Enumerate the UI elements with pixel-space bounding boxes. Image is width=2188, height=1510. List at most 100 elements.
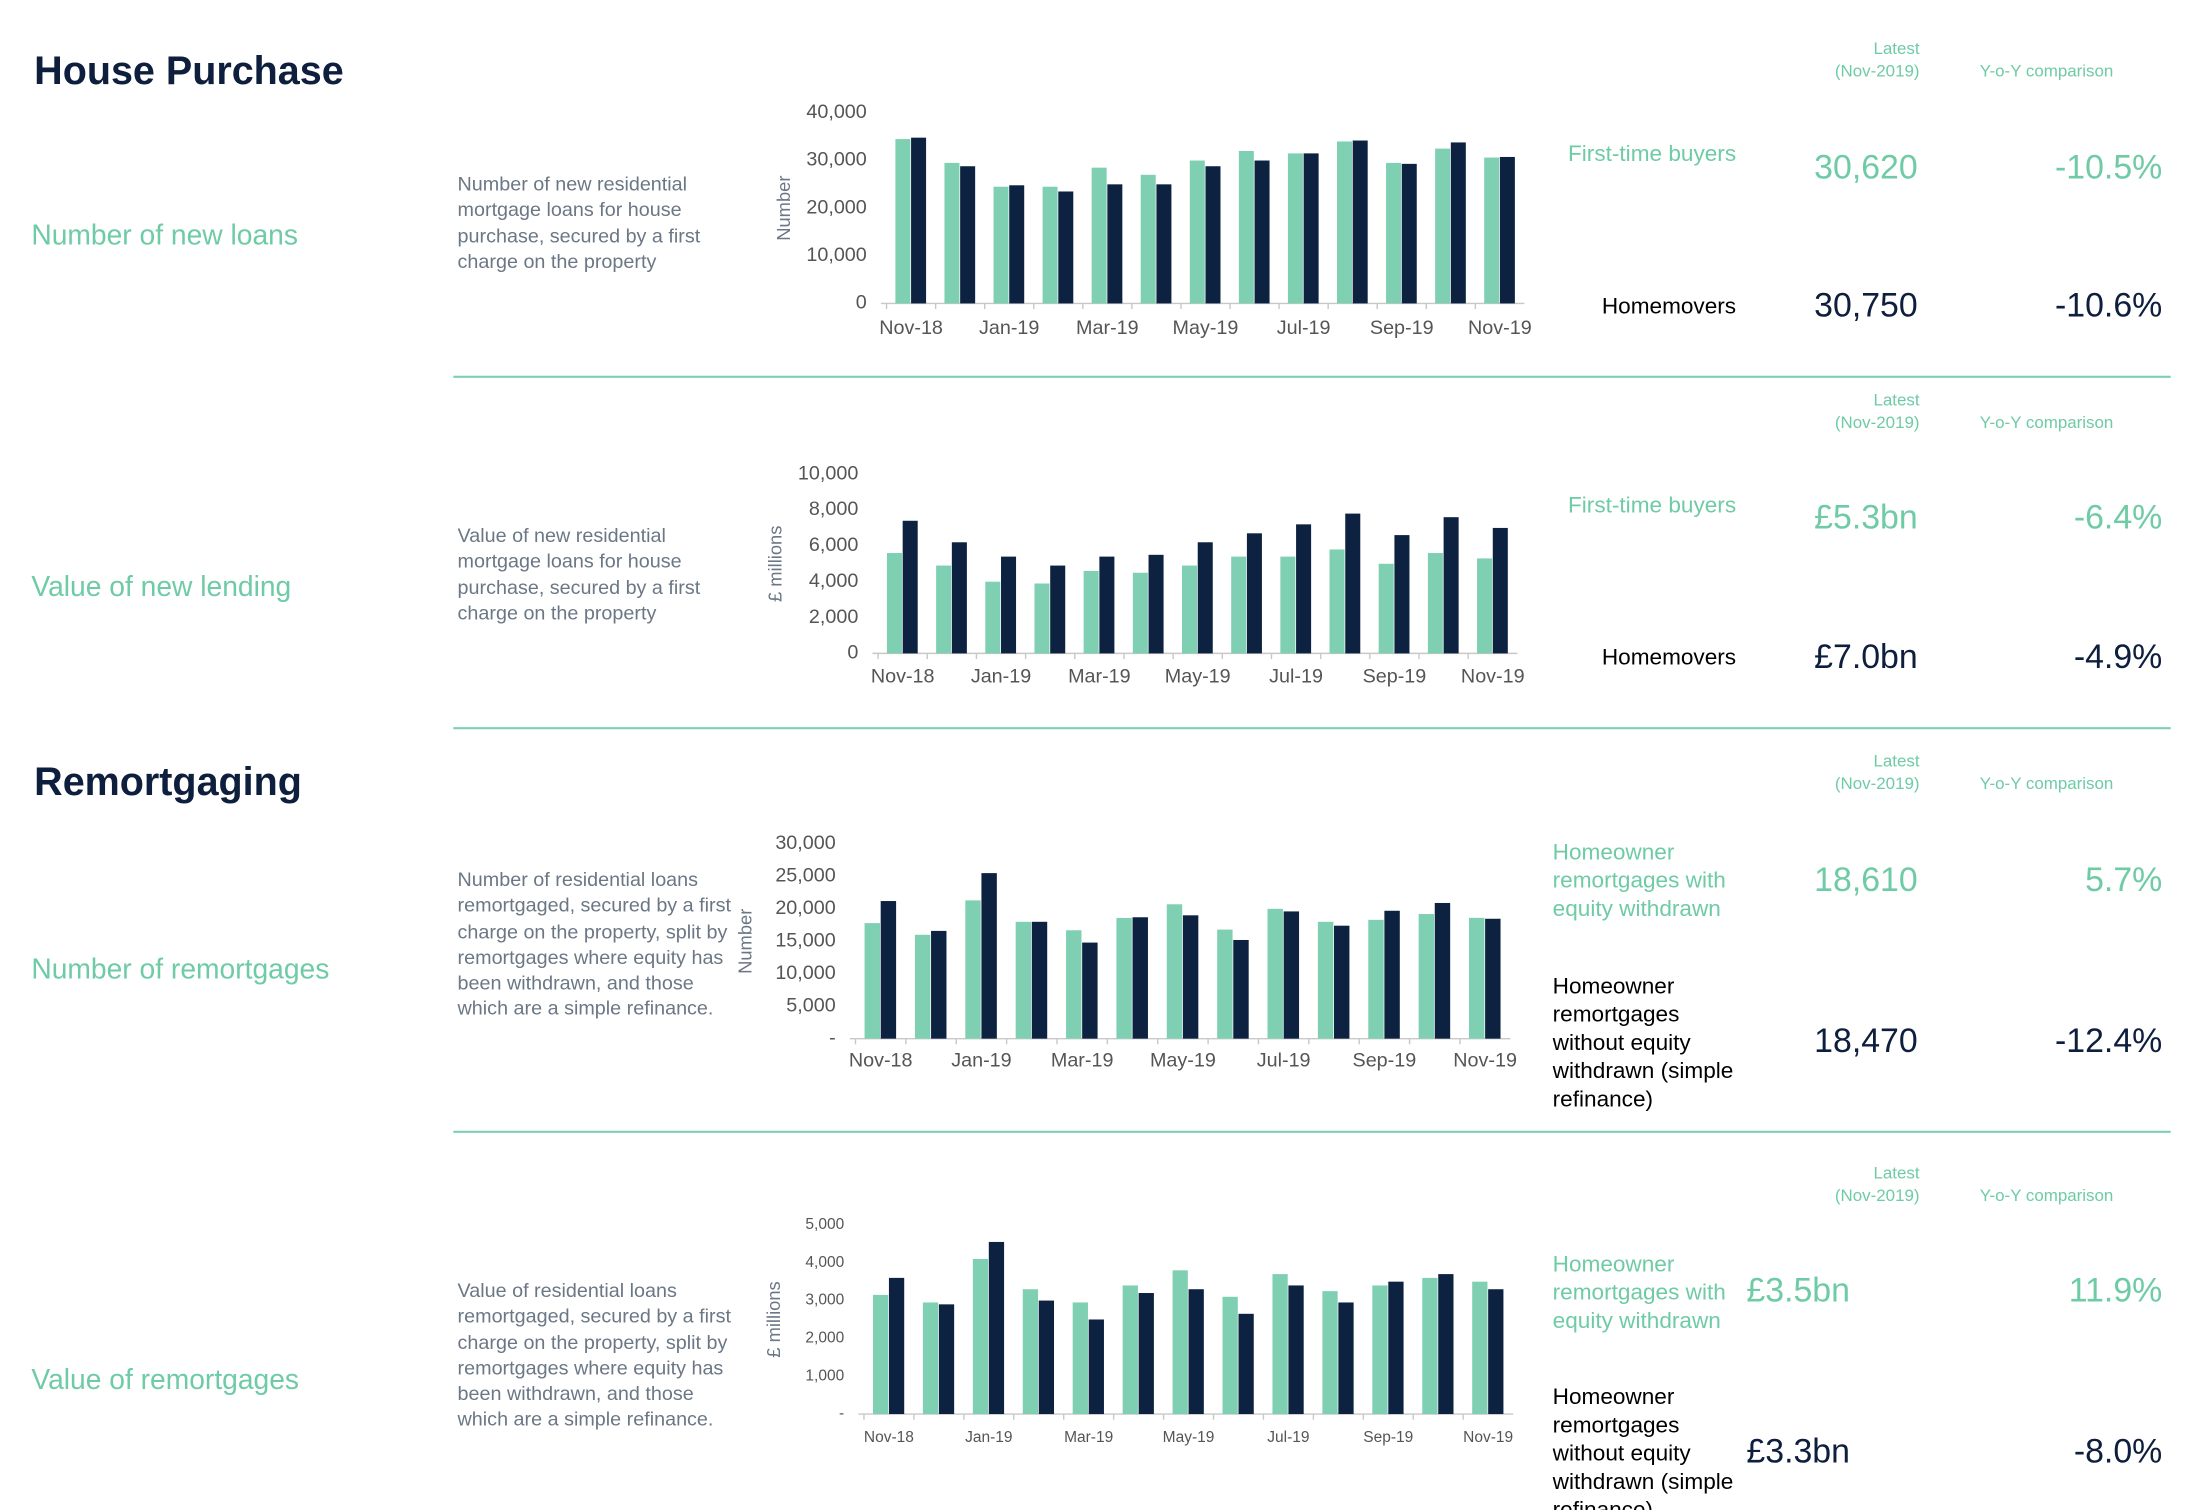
description-box: Value of residential loans remortgaged, … [457,1278,731,1431]
stat-latest: 30,620 [1814,148,1918,186]
bar [1427,553,1443,654]
section-title: Remortgaging [34,760,302,804]
bar [1272,1274,1288,1415]
x-tick-label: Jul-19 [1277,317,1331,339]
bar [1238,151,1254,304]
description: Value of new residential mortgage loans … [457,523,701,624]
x-tick-label: May-19 [1150,1049,1216,1071]
bar [1222,1296,1238,1415]
bar [1022,1289,1039,1415]
latest-header: (Nov-2019) [1835,413,1920,432]
latest-header: (Nov-2019) [1835,61,1920,80]
stat-yoy: -10.6% [2055,287,2162,325]
x-tick-label: May-19 [1173,317,1239,339]
bar [1042,186,1058,304]
y-tick-label: 8,000 [809,498,858,520]
x-tick-label: Sep-19 [1370,317,1434,339]
bar [1034,583,1050,654]
bar [888,1277,905,1415]
yoy-header: Y-o-Y comparison [1980,1186,2114,1205]
bar [1132,572,1148,654]
yoy-header: Y-o-Y comparison [1980,413,2114,432]
x-tick-label: Mar-19 [1076,317,1139,339]
stat-name: Homeowner remortgages without equity wit… [1552,1385,1734,1510]
bar [1477,558,1493,654]
stat-name-box: Homemovers [1601,646,1737,671]
bar [1099,556,1115,654]
bar [1156,184,1172,304]
stat-name: Homeowner remortgages with equity withdr… [1552,1253,1726,1334]
bar [972,1258,989,1415]
stat-yoy: 5.7% [2085,861,2162,899]
stat-name: Homeowner remortgages without equity wit… [1552,975,1734,1113]
bar [1189,160,1205,304]
x-tick-label: May-19 [1165,666,1231,688]
bar [1303,153,1319,304]
y-tick-label: - [829,1027,836,1049]
bar [1386,162,1402,304]
x-tick-label: Mar-19 [1064,1429,1113,1446]
description-box: Number of residential loans remortgaged,… [457,867,731,1020]
y-axis-label: £ millions [763,1281,784,1357]
bar [1172,1270,1188,1415]
y-tick-label: 25,000 [775,865,835,887]
bar [944,162,960,304]
bar [1499,156,1515,304]
x-tick-label: Jan-19 [971,666,1031,688]
bar [864,923,880,1039]
row-label: Number of new loans [31,219,298,251]
bar [1088,1319,1104,1415]
description: Number of residential loans remortgaged,… [457,867,731,1020]
bar [1072,1302,1088,1415]
yoy-header: Y-o-Y comparison [1980,774,2114,793]
y-tick-label: 0 [847,642,858,664]
x-tick-label: Jul-19 [1269,666,1323,688]
bar [1107,184,1123,304]
bar [922,1302,939,1415]
bar [1484,157,1500,304]
bar [872,1294,889,1415]
bar [1472,1281,1488,1415]
x-tick-label: Jul-19 [1267,1429,1309,1446]
y-tick-label: 20,000 [775,897,835,919]
y-tick-label: 2,000 [809,606,858,628]
stat-name-box: Homemovers [1602,295,1736,319]
stat-latest: £3.3bn [1746,1432,1850,1470]
bar [1469,917,1485,1039]
bar [1231,556,1247,654]
x-tick-label: Nov-19 [1463,1429,1513,1446]
stat-yoy: -8.0% [2074,1432,2162,1470]
y-tick-label: - [839,1405,844,1422]
stat-latest: 18,470 [1814,1022,1918,1060]
y-tick-label: 4,000 [805,1254,844,1271]
y-tick-label: 10,000 [806,244,866,266]
bar [1116,917,1132,1039]
y-tick-label: 5,000 [786,994,835,1016]
bar [1368,919,1384,1039]
bar [1450,142,1466,304]
stat-name: Homemovers [1601,646,1737,671]
bar [1287,153,1303,304]
stat-name-box: Homeowner remortgages without equity wit… [1552,1385,1734,1510]
description-box: Value of new residential mortgage loans … [457,523,701,624]
y-axis-label: Number [773,176,794,241]
stat-name: Homeowner remortgages with equity withdr… [1552,841,1726,922]
latest-header: (Nov-2019) [1835,1186,1920,1205]
stat-latest: £3.5bn [1746,1272,1850,1310]
bar [1336,141,1352,304]
bar [960,166,976,304]
description: Value of residential loans remortgaged, … [457,1278,731,1431]
x-tick-label: Sep-19 [1353,1049,1417,1071]
y-axis-label: Number [735,909,756,974]
y-tick-label: 10,000 [798,462,858,484]
x-tick-label: Sep-19 [1363,1429,1413,1446]
description: Number of new residential mortgage loans… [457,172,701,273]
y-tick-label: 2,000 [805,1329,844,1346]
bar [1288,1285,1304,1415]
y-tick-label: 0 [856,292,867,314]
stat-name-box: First-time buyers [1568,494,1736,518]
stat-yoy: 11.9% [2069,1272,2163,1310]
bar [988,1241,1005,1415]
bar [1140,174,1156,304]
